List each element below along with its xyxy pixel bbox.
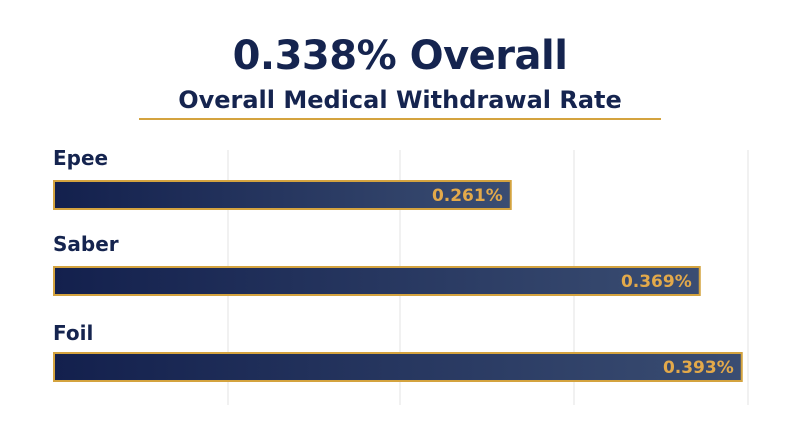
category-label-saber: Saber: [53, 232, 119, 256]
bar-foil: [53, 352, 743, 382]
subtitle-underline: [139, 118, 661, 120]
value-label-saber: 0.369%: [621, 272, 692, 292]
bar-saber: [53, 266, 701, 296]
category-label-foil: Foil: [53, 321, 93, 345]
value-label-foil: 0.393%: [663, 358, 734, 378]
category-label-epee: Epee: [53, 146, 108, 170]
chart-subtitle: Overall Medical Withdrawal Rate: [178, 86, 622, 114]
bars: Epee 0.261% Saber 0.369% Foil 0.393%: [53, 146, 743, 382]
value-label-epee: 0.261%: [432, 186, 503, 206]
bar-epee: [53, 180, 512, 210]
chart-title: 0.338% Overall: [232, 33, 568, 79]
